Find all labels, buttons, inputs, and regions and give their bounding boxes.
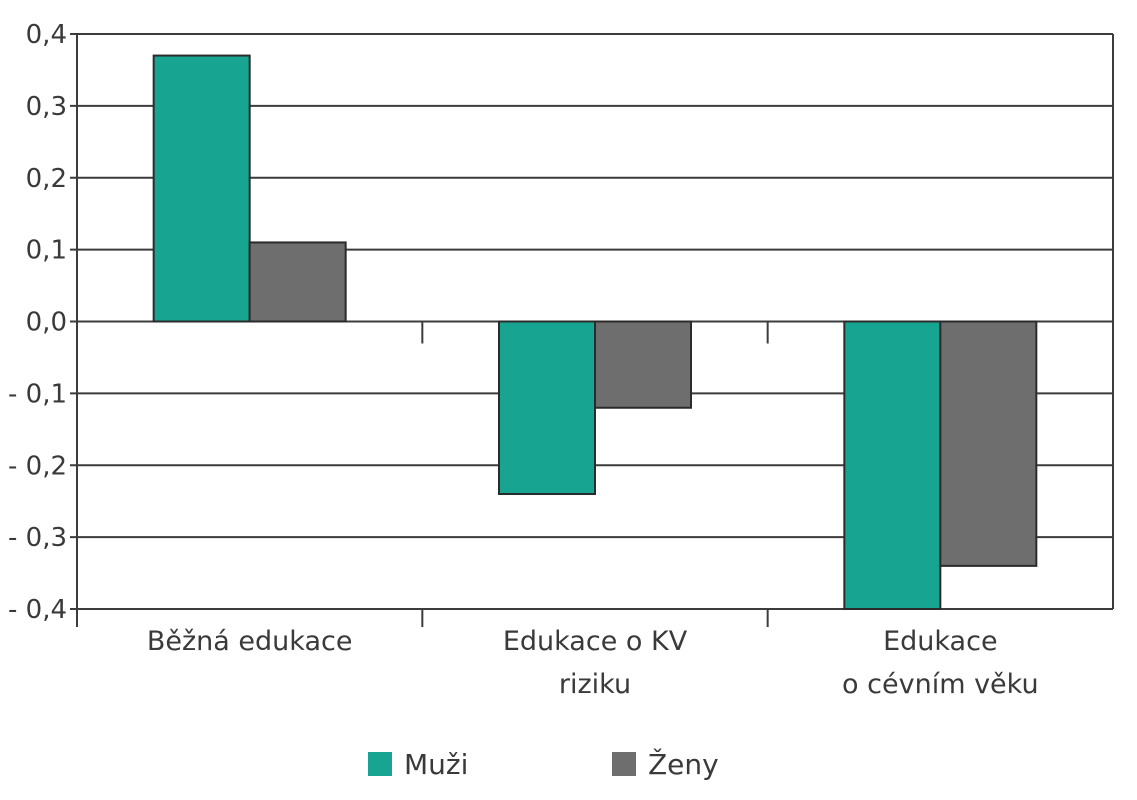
bar-ženy-1 bbox=[248, 241, 347, 323]
y-tick-label: 0,3 bbox=[26, 92, 67, 122]
y-tick-label: - 0,1 bbox=[8, 379, 67, 409]
category-label: o cévním věku bbox=[842, 669, 1039, 700]
legend-swatch-muži bbox=[368, 752, 392, 776]
category-label: riziku bbox=[559, 669, 631, 700]
y-tick-label: 0,4 bbox=[26, 20, 67, 50]
legend: Muži Ženy bbox=[368, 747, 719, 781]
y-tick-label: 0,0 bbox=[26, 308, 67, 338]
category-label: Edukace o KV bbox=[503, 626, 688, 657]
category-labels: Běžná edukace Edukace o KV riziku Edukace o … bbox=[147, 626, 1039, 700]
bar-muži-1 bbox=[152, 54, 251, 323]
bar-muži-3 bbox=[843, 320, 942, 610]
bar-ženy-2 bbox=[594, 320, 692, 409]
bar-ženy-3 bbox=[939, 320, 1038, 567]
bars bbox=[152, 54, 1038, 610]
category-label: Edukace bbox=[883, 626, 997, 657]
y-tick-label: - 0,2 bbox=[8, 451, 67, 481]
legend-label-ženy: Ženy bbox=[648, 747, 719, 781]
y-tick-label: - 0,3 bbox=[8, 523, 67, 553]
category-label: Běžná edukace bbox=[147, 626, 353, 657]
axes bbox=[70, 33, 1114, 627]
legend-swatch-ženy bbox=[612, 752, 636, 776]
y-tick-label: 0,1 bbox=[26, 236, 67, 266]
bar-muži-2 bbox=[498, 320, 596, 495]
y-tick-labels: 0,4 0,3 0,2 0,1 0,0 - 0,1 - 0,2 - 0,3 - 0,4 bbox=[8, 20, 67, 625]
y-tick-label: - 0,4 bbox=[8, 595, 67, 625]
y-tick-label: 0,2 bbox=[26, 164, 67, 194]
legend-label-muži: Muži bbox=[404, 748, 468, 781]
